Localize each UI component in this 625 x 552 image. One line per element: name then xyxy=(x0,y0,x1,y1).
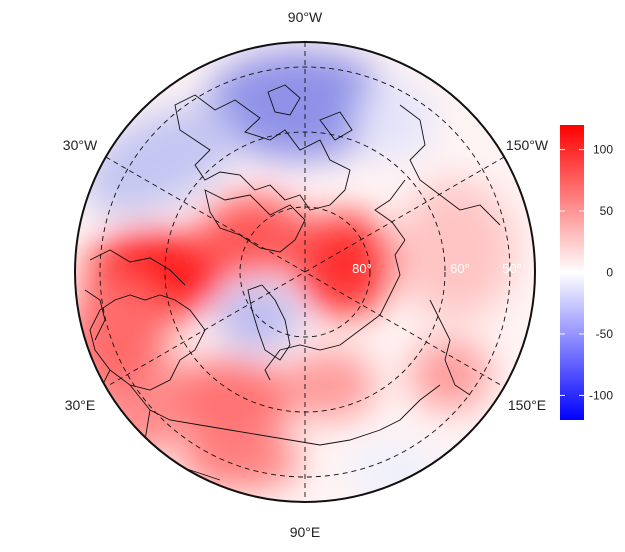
lon-label-lower-right: 150°E xyxy=(508,397,546,413)
lat-label-80: 80° xyxy=(352,261,372,276)
colorbar-tick-label: -50 xyxy=(596,327,614,341)
lat-label-60: 60° xyxy=(450,261,470,276)
colorbar-tick-label: 50 xyxy=(600,204,614,218)
colorbar-ticks: 100 50 0 -50 -100 xyxy=(560,143,614,402)
colorbar-tick-label: -100 xyxy=(589,388,613,402)
lon-label-upper-left: 30°W xyxy=(63,137,98,153)
colorbar: 100 50 0 -50 -100 xyxy=(560,125,613,420)
lon-label-top: 90°W xyxy=(288,9,323,25)
lon-label-lower-left: 30°E xyxy=(65,397,96,413)
coastlines xyxy=(84,84,501,481)
lon-label-bottom: 90°E xyxy=(290,524,321,540)
colorbar-tick-label: 0 xyxy=(606,266,613,280)
colorbar-tick-label: 100 xyxy=(593,143,613,157)
lat-label-50: 50° xyxy=(502,261,522,276)
lon-label-upper-right: 150°W xyxy=(506,137,549,153)
graticule xyxy=(99,42,511,502)
map-boundary xyxy=(74,41,536,503)
